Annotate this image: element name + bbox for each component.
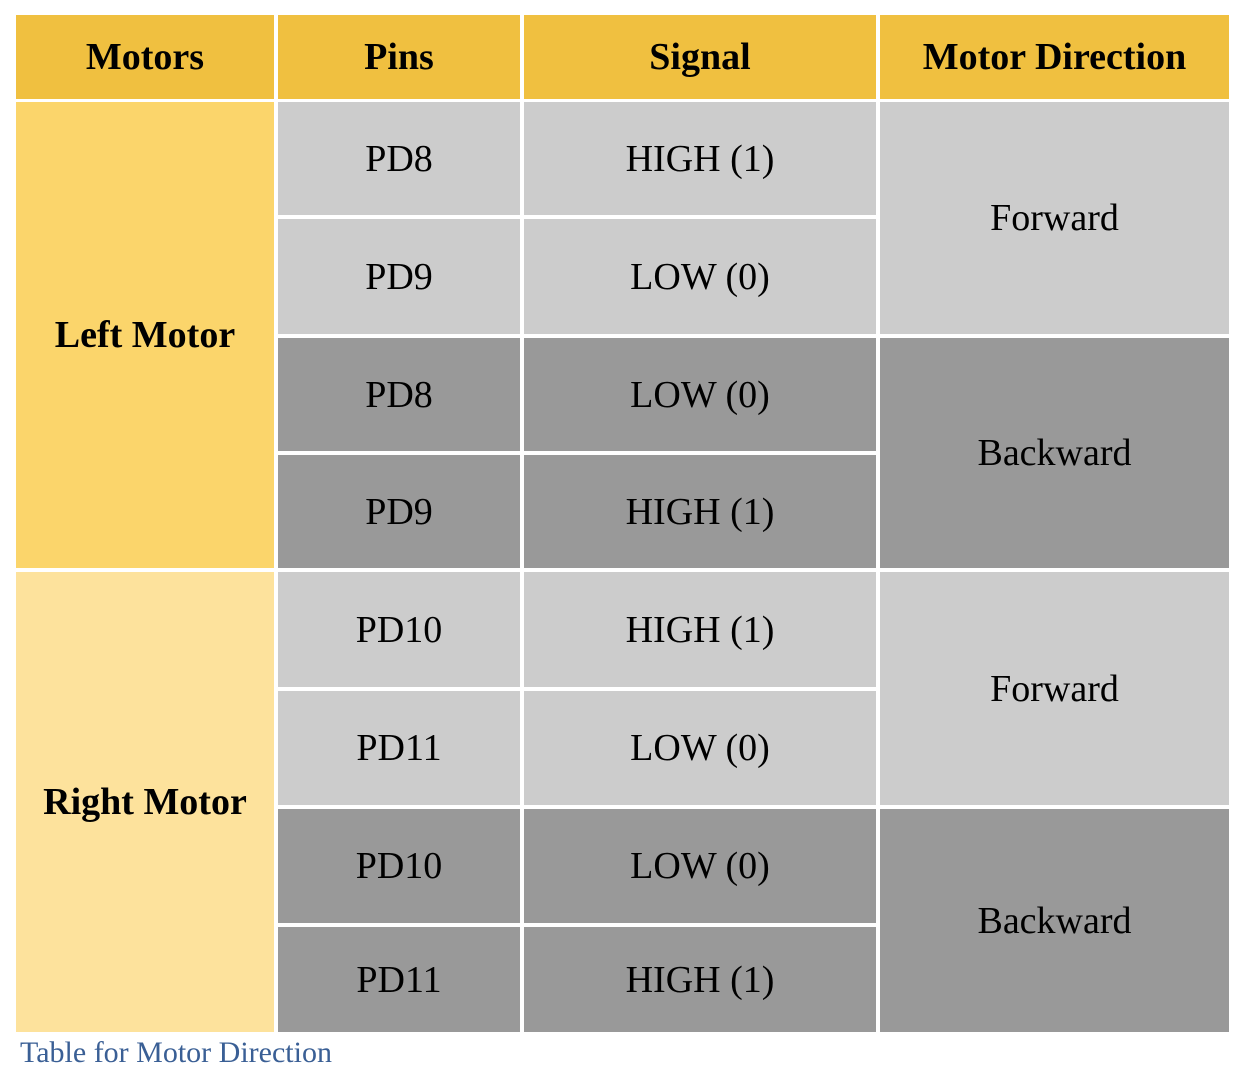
table-cell-pin: PD8 xyxy=(278,102,520,215)
table-cell-pin: PD11 xyxy=(278,691,520,805)
motor-label-right: Right Motor xyxy=(16,572,274,1032)
table-cell-direction: Forward xyxy=(880,572,1229,805)
table-caption: Table for Motor Direction xyxy=(20,1036,332,1069)
table-cell-pin: PD8 xyxy=(278,338,520,451)
table-cell-signal: HIGH (1) xyxy=(524,927,876,1032)
table-cell-signal: HIGH (1) xyxy=(524,572,876,687)
table-cell-signal: LOW (0) xyxy=(524,219,876,334)
table-cell-pin: PD10 xyxy=(278,809,520,923)
table-cell-direction: Backward xyxy=(880,338,1229,568)
header-motor-direction: Motor Direction xyxy=(880,15,1229,99)
motor-label-left: Left Motor xyxy=(16,102,274,568)
table-cell-pin: PD9 xyxy=(278,219,520,334)
header-pins: Pins xyxy=(278,15,520,99)
table-cell-pin: PD10 xyxy=(278,572,520,687)
table-cell-signal: LOW (0) xyxy=(524,691,876,805)
table-cell-pin: PD11 xyxy=(278,927,520,1032)
table-cell-signal: HIGH (1) xyxy=(524,455,876,568)
table-cell-signal: LOW (0) xyxy=(524,809,876,923)
table-cell-signal: HIGH (1) xyxy=(524,102,876,215)
table-cell-direction: Backward xyxy=(880,809,1229,1032)
header-signal: Signal xyxy=(524,15,876,99)
header-motors: Motors xyxy=(16,15,274,99)
table-cell-pin: PD9 xyxy=(278,455,520,568)
table-cell-direction: Forward xyxy=(880,102,1229,334)
table-cell-signal: LOW (0) xyxy=(524,338,876,451)
